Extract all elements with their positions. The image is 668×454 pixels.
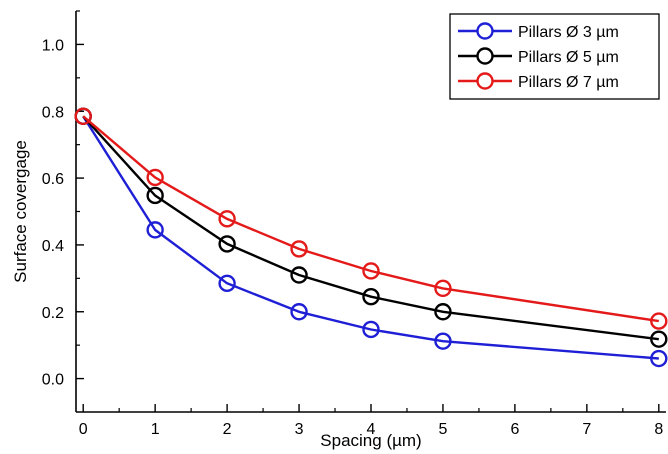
data-point	[218, 235, 236, 253]
x-tick-label: 7	[582, 421, 591, 438]
data-point	[146, 186, 164, 205]
x-tick-label: 3	[295, 421, 304, 438]
legend-label: Pillars Ø 3 µm	[518, 24, 619, 41]
x-tick-label: 1	[151, 421, 160, 438]
y-tick-label: 1.0	[42, 37, 64, 54]
data-point	[218, 274, 236, 293]
data-point	[218, 210, 236, 228]
x-tick-label: 6	[510, 421, 519, 438]
data-point	[362, 320, 380, 339]
series-3	[74, 107, 668, 330]
series-line	[82, 115, 659, 341]
data-point	[74, 107, 92, 125]
data-point	[290, 266, 308, 284]
data-point	[434, 303, 452, 321]
x-axis-title: Spacing (µm)	[320, 431, 421, 450]
legend-label: Pillars Ø 7 µm	[518, 74, 619, 91]
series-line	[82, 115, 659, 360]
data-point	[650, 349, 668, 368]
series-layer	[74, 107, 668, 368]
data-point	[146, 221, 164, 239]
y-tick-label: 0.4	[42, 238, 64, 255]
legend-marker	[476, 72, 494, 90]
series-2	[74, 107, 668, 348]
data-point	[650, 312, 668, 330]
series-1	[74, 107, 668, 368]
y-tick-label: 0.6	[42, 171, 64, 188]
data-point	[362, 288, 380, 306]
x-tick-label: 8	[654, 421, 663, 438]
data-point	[434, 279, 452, 298]
y-axis-title: Surface covergage	[11, 140, 30, 283]
legend-marker	[476, 47, 494, 65]
y-tick-label: 0.8	[42, 104, 64, 121]
y-axis: 0.0 0.2 0.4 0.6 0.8 1.0	[42, 10, 84, 389]
data-point	[146, 168, 164, 187]
x-tick-label: 0	[79, 421, 88, 438]
legend: Pillars Ø 3 µm Pillars Ø 5 µm Pillars Ø 7 …	[449, 13, 660, 100]
y-tick-label: 0.0	[42, 372, 64, 389]
data-point	[290, 240, 308, 258]
data-point	[290, 303, 308, 321]
data-point	[434, 332, 452, 350]
legend-marker	[476, 22, 494, 40]
x-tick-label: 2	[223, 421, 232, 438]
legend-label: Pillars Ø 5 µm	[518, 49, 619, 66]
y-tick-label: 0.2	[42, 305, 64, 322]
x-axis: 0 1 2 3 4 5 6 7 8	[79, 404, 663, 438]
data-point	[650, 330, 668, 348]
x-tick-label: 4	[367, 421, 376, 438]
data-point	[362, 262, 380, 280]
x-tick-label: 5	[438, 421, 447, 438]
series-line	[82, 115, 659, 323]
